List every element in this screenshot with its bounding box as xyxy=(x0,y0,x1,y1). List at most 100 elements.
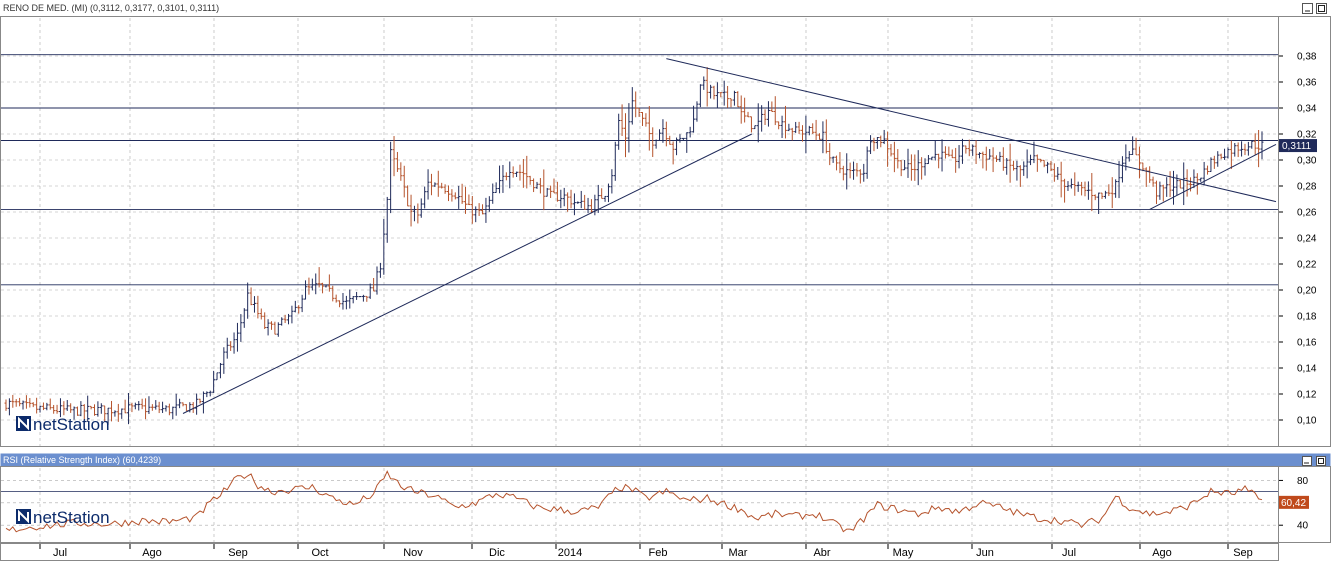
price-y-tick-label: 0,36 xyxy=(1297,78,1317,89)
price-axis-area xyxy=(1278,16,1331,447)
ohlc-bar xyxy=(443,184,447,194)
ohlc-bar xyxy=(729,98,733,108)
price-panel: RENO DE MED. (MI) (0,3112, 0,3177, 0,310… xyxy=(0,0,1331,447)
ohlc-bar xyxy=(1141,162,1145,172)
ohlc-bar xyxy=(841,165,845,181)
ohlc-bar xyxy=(35,397,39,414)
ohlc-bar xyxy=(1189,177,1193,192)
ohlc-bar xyxy=(1253,133,1257,155)
ohlc-bar xyxy=(865,146,869,179)
ohlc-bar xyxy=(300,294,304,313)
trendline xyxy=(1149,143,1277,210)
ohlc-bar xyxy=(756,103,760,143)
ohlc-bar xyxy=(555,181,559,202)
netstation-brand-text: netStation xyxy=(33,415,110,434)
ohlc-bar xyxy=(1185,169,1189,197)
ohlc-bar xyxy=(324,285,328,288)
ohlc-bar xyxy=(1052,163,1056,182)
ohlc-bar xyxy=(402,165,406,198)
ohlc-bar xyxy=(130,402,134,413)
ohlc-bar xyxy=(1226,147,1230,159)
ohlc-bar xyxy=(1131,136,1135,155)
ohlc-bar xyxy=(664,121,668,147)
price-y-tick-label: 0,14 xyxy=(1297,364,1317,375)
ohlc-bar xyxy=(858,169,862,184)
ohlc-bar xyxy=(92,404,96,416)
ohlc-bar xyxy=(457,185,461,209)
ohlc-bar xyxy=(552,178,556,194)
ohlc-bar xyxy=(974,140,978,164)
rsi-minimize-button[interactable] xyxy=(1302,456,1312,466)
ohlc-bar xyxy=(743,97,747,123)
ohlc-bar xyxy=(79,401,83,417)
ohlc-bar xyxy=(807,125,811,136)
ohlc-bar xyxy=(712,85,716,100)
x-tick-label: Sep xyxy=(1233,547,1253,559)
ohlc-bar xyxy=(542,169,546,211)
rsi-current-badge: 60,42 xyxy=(1279,495,1309,509)
ohlc-bar xyxy=(1209,157,1213,172)
ohlc-bar xyxy=(283,314,287,324)
ohlc-bar xyxy=(630,87,634,125)
rsi-maximize-button[interactable] xyxy=(1316,456,1326,466)
ohlc-bar xyxy=(1219,153,1223,160)
ohlc-bar xyxy=(86,395,90,422)
ohlc-bar xyxy=(358,296,362,298)
maximize-button[interactable] xyxy=(1316,3,1327,14)
ohlc-bar xyxy=(862,163,866,182)
price-panel-titlebar xyxy=(0,0,1331,16)
ohlc-bar xyxy=(1008,143,1012,183)
x-tick-label: May xyxy=(893,547,914,559)
price-y-tick-label: 0,18 xyxy=(1297,312,1317,323)
ohlc-bar xyxy=(644,113,648,127)
ohlc-bar xyxy=(981,151,985,169)
minimize-button[interactable] xyxy=(1302,3,1313,14)
ohlc-bar xyxy=(96,401,100,417)
ohlc-bar xyxy=(770,101,774,112)
ohlc-bar xyxy=(205,391,209,398)
price-y-tick-label: 0,12 xyxy=(1297,390,1317,401)
ohlc-bar xyxy=(977,152,981,159)
ohlc-bar xyxy=(882,129,886,145)
ohlc-bar xyxy=(617,113,621,150)
ohlc-bar xyxy=(304,280,308,300)
ohlc-bar xyxy=(317,267,321,288)
ohlc-bar xyxy=(995,155,999,162)
ohlc-bar xyxy=(845,153,849,190)
ohlc-bar xyxy=(797,121,801,134)
ohlc-bar xyxy=(1005,158,1009,175)
ohlc-bar xyxy=(606,183,610,203)
ohlc-bar xyxy=(596,184,600,213)
ohlc-bar xyxy=(967,139,971,157)
ohlc-bar xyxy=(675,137,679,156)
ohlc-bar xyxy=(698,84,702,108)
ohlc-bar xyxy=(256,295,260,319)
ohlc-bar xyxy=(150,404,154,411)
ohlc-bar xyxy=(875,137,879,149)
ohlc-bar xyxy=(835,155,839,171)
ohlc-bar xyxy=(436,170,440,197)
ohlc-bar xyxy=(726,85,730,108)
ohlc-bar xyxy=(65,400,69,411)
ohlc-bar xyxy=(1015,160,1019,181)
ohlc-bar xyxy=(137,401,141,411)
ohlc-bar xyxy=(368,283,372,299)
ohlc-bar xyxy=(1154,180,1158,204)
ohlc-bar xyxy=(668,135,672,145)
ohlc-bar xyxy=(511,166,515,178)
ohlc-bar xyxy=(613,141,617,181)
ohlc-bar xyxy=(719,92,723,98)
ohlc-bar xyxy=(1090,173,1094,212)
ohlc-bar xyxy=(62,401,66,416)
ohlc-bar xyxy=(1243,143,1247,156)
ohlc-bar xyxy=(1158,181,1162,200)
ohlc-bar xyxy=(484,197,488,223)
ohlc-bar xyxy=(984,146,988,171)
ohlc-bar xyxy=(280,317,284,326)
ohlc-bar xyxy=(133,402,137,410)
ohlc-bar xyxy=(906,148,910,178)
ohlc-bar xyxy=(766,101,770,127)
ohlc-bar xyxy=(1001,147,1005,171)
ohlc-bar xyxy=(736,91,740,108)
ohlc-bar xyxy=(266,319,270,336)
